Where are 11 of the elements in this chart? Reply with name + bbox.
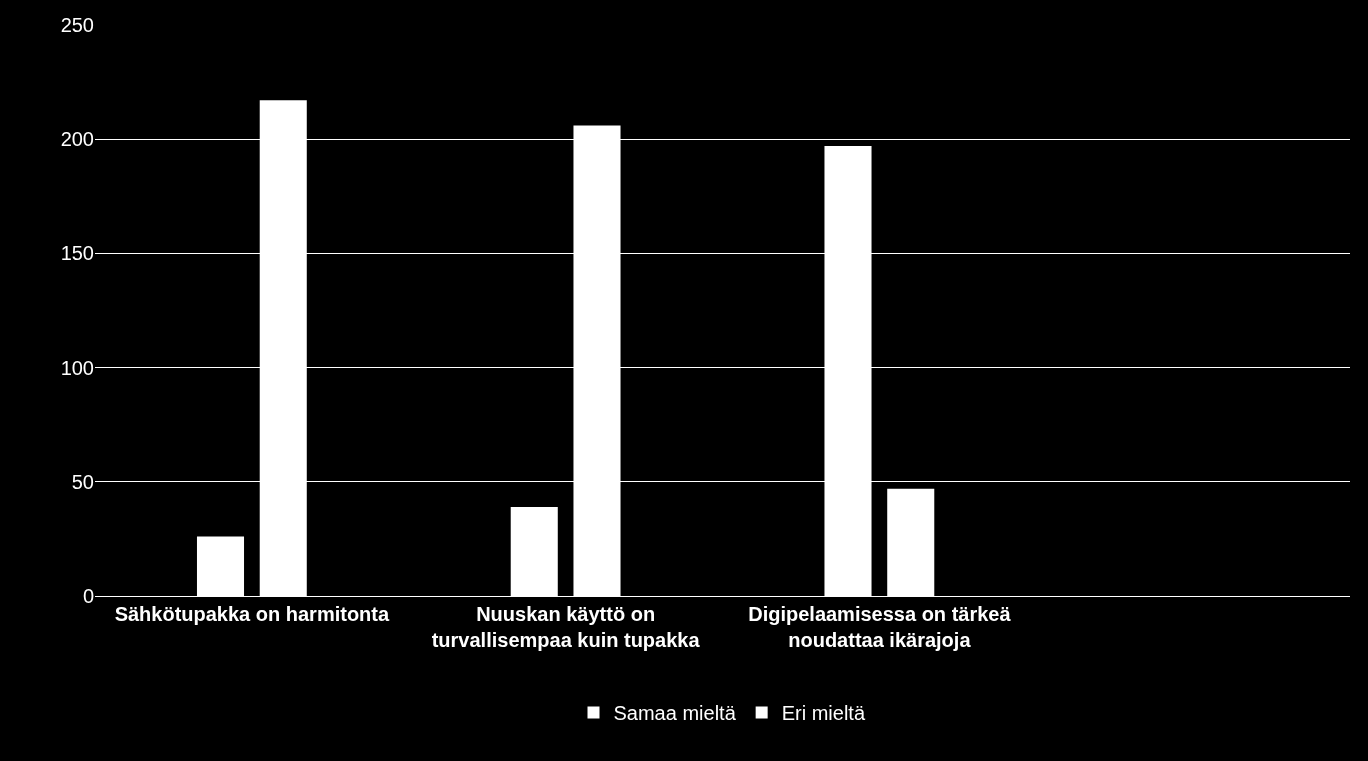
y-tick-label: 250 (60, 14, 94, 36)
legend-label: Samaa mieltä (613, 702, 737, 725)
y-tick-label: 200 (60, 128, 94, 151)
x-tick-label: Sähkötupakka on harmitonta (114, 603, 390, 625)
y-tick-label: 150 (60, 242, 94, 265)
x-tick-label: Nuuskan käyttö on turvallisempaa kuin tupakka (431, 603, 701, 651)
legend-label: Eri mieltä (781, 702, 866, 725)
y-tick-label: 0 (82, 585, 94, 607)
x-tick-label: Digipelaamisessa on tärkeä noudattaa ikärajoja (748, 603, 1012, 651)
y-tick-label: 50 (71, 470, 94, 493)
y-tick-label: 100 (60, 356, 94, 379)
